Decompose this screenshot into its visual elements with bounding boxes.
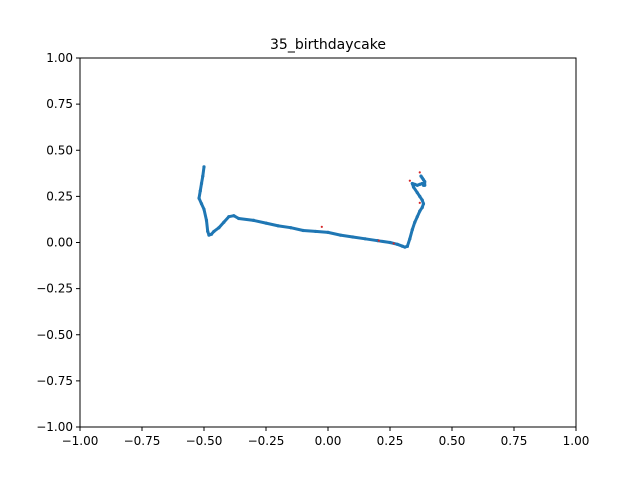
data-point [206, 229, 210, 234]
y-tick-label: 0.50 [46, 143, 73, 157]
data-point [415, 191, 419, 195]
y-tick-label: −0.25 [36, 282, 73, 296]
data-point [420, 205, 424, 210]
x-tick-label: 0.75 [501, 434, 528, 448]
data-point [400, 244, 404, 248]
outlier-point [408, 179, 411, 182]
outlier-point [418, 201, 421, 204]
data-point [202, 165, 206, 169]
data-point [418, 194, 422, 198]
data-point [232, 214, 236, 218]
data-point [222, 220, 226, 224]
y-tick-label: −1.00 [36, 420, 73, 434]
x-axis: −1.00 −0.75 −0.50 −0.25 0.00 0.25 0.50 0.75 1.00 [62, 427, 590, 448]
data-point [201, 174, 205, 178]
data-point [199, 181, 204, 186]
x-tick-label: −0.50 [186, 434, 223, 448]
data-point [227, 215, 231, 219]
y-tick-label: −0.50 [36, 328, 73, 342]
data-point [202, 207, 206, 211]
y-tick-label: 1.00 [46, 51, 73, 65]
x-tick-label: −0.25 [248, 434, 285, 448]
data-point [199, 202, 204, 206]
data-point [301, 228, 305, 233]
outlier-point [320, 225, 323, 228]
data-point [405, 244, 409, 248]
data-point [217, 226, 221, 230]
plot-area [197, 165, 427, 249]
data-point [198, 189, 202, 193]
data-point [276, 224, 280, 228]
data-point [415, 215, 419, 219]
data-point [419, 174, 423, 178]
x-tick-label: 0.00 [315, 434, 342, 448]
x-tick-label: −0.75 [124, 434, 161, 448]
data-point [423, 183, 427, 187]
data-point [363, 237, 367, 241]
outlier-point [392, 242, 395, 245]
data-point [197, 196, 201, 200]
data-point [410, 227, 414, 232]
outlier-point [418, 171, 421, 174]
data-point [388, 240, 392, 245]
data-point [413, 220, 417, 224]
x-tick-label: 0.50 [439, 434, 466, 448]
y-tick-label: 0.25 [46, 189, 73, 203]
data-point [418, 182, 422, 186]
data-point [212, 229, 216, 234]
x-tick-label: 0.25 [377, 434, 404, 448]
outlier-point [377, 239, 380, 242]
y-tick-label: −0.75 [36, 374, 73, 388]
x-tick-label: 1.00 [563, 434, 590, 448]
data-point [410, 181, 414, 186]
data-point [338, 233, 342, 237]
data-point [413, 182, 417, 186]
data-point [421, 202, 426, 206]
data-point [403, 245, 407, 249]
data-point [207, 233, 211, 237]
data-point [326, 230, 330, 234]
chart-title: 35_birthdaycake [270, 37, 386, 53]
data-point [418, 209, 422, 213]
data-point [204, 218, 209, 222]
data-point [420, 198, 424, 202]
data-point [351, 235, 355, 239]
y-tick-label: 0.75 [46, 97, 73, 111]
data-point [411, 185, 416, 189]
data-point [314, 229, 318, 234]
data-point [408, 237, 412, 241]
y-tick-label: 0.00 [46, 236, 73, 250]
data-point [289, 226, 293, 230]
data-point [415, 183, 419, 187]
x-tick-label: −1.00 [62, 434, 99, 448]
data-point [395, 242, 400, 246]
data-point [209, 232, 214, 236]
data-point [237, 216, 241, 221]
data-point [252, 218, 256, 222]
y-axis: −1.00 −0.75 −0.50 −0.25 0.00 0.25 0.50 0.75 1.00 [36, 51, 80, 434]
data-point [264, 221, 268, 225]
